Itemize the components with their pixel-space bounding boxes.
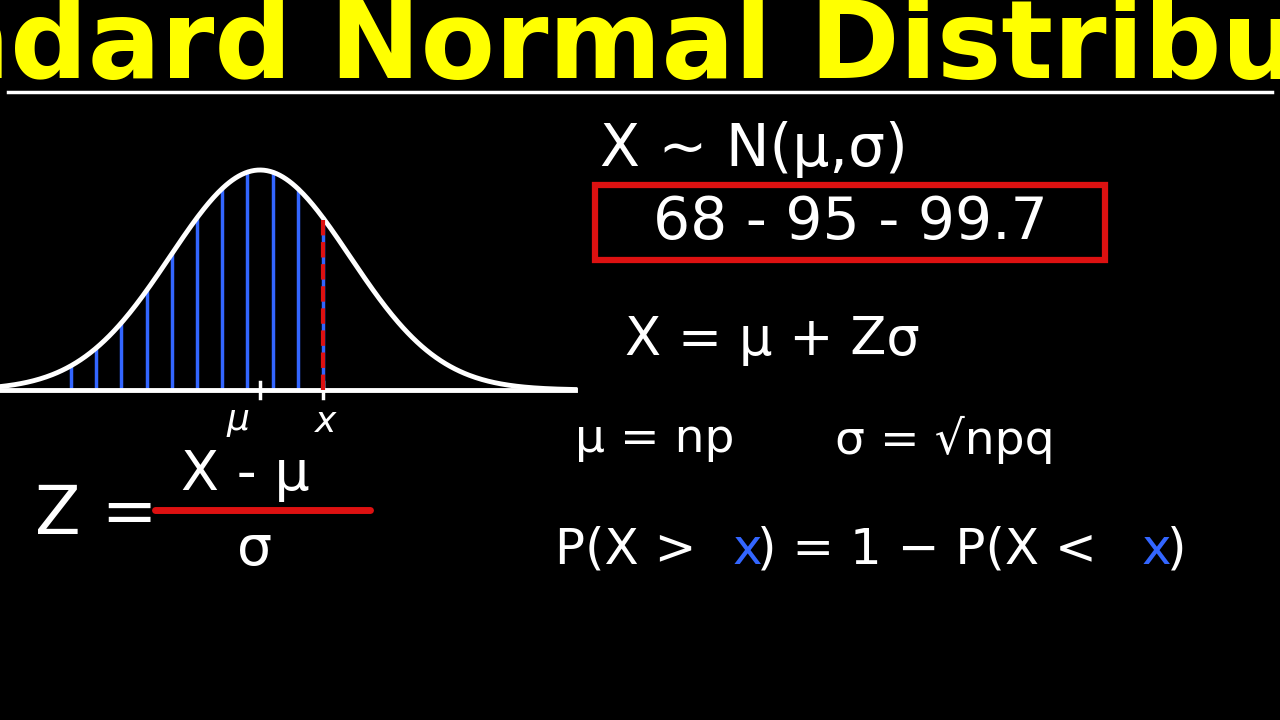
- Text: x: x: [733, 526, 763, 574]
- Text: X ~ N(μ,σ): X ~ N(μ,σ): [600, 122, 908, 179]
- Text: x: x: [1142, 526, 1171, 574]
- Text: 68 - 95 - 99.7: 68 - 95 - 99.7: [653, 194, 1047, 251]
- Text: μ = np: μ = np: [575, 418, 735, 462]
- Text: P(X >: P(X >: [556, 526, 713, 574]
- Text: ): ): [1167, 526, 1187, 574]
- Text: Z =: Z =: [35, 482, 157, 548]
- Text: ) = 1 − P(X <: ) = 1 − P(X <: [756, 526, 1112, 574]
- Text: X - μ: X - μ: [180, 448, 310, 502]
- Text: σ: σ: [237, 523, 273, 577]
- Text: $x$: $x$: [314, 405, 338, 439]
- Text: Standard Normal Distribution: Standard Normal Distribution: [0, 0, 1280, 101]
- Text: X = μ + Zσ: X = μ + Zσ: [625, 314, 920, 366]
- Text: $\mu$: $\mu$: [227, 405, 250, 439]
- Text: σ = √npq: σ = √npq: [835, 416, 1055, 464]
